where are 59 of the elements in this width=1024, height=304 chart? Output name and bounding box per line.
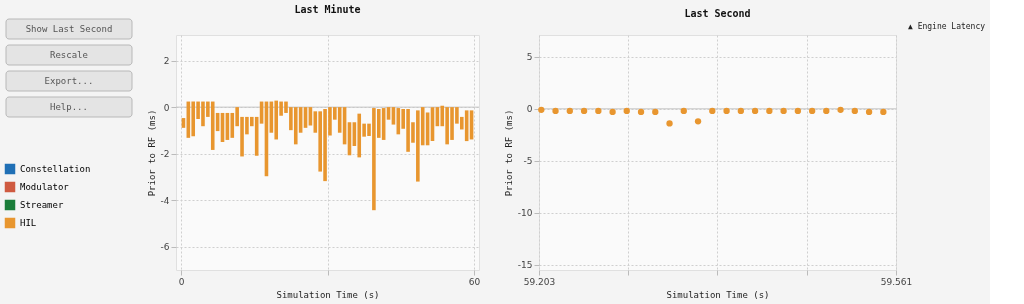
x-tick-label: 59.561 bbox=[880, 276, 913, 287]
x-tick-label: 0 bbox=[178, 276, 185, 287]
point bbox=[552, 107, 559, 115]
y-tick-label: 5 bbox=[526, 52, 533, 63]
bar bbox=[210, 101, 215, 150]
bar bbox=[191, 101, 196, 137]
point bbox=[766, 107, 773, 115]
point bbox=[680, 107, 687, 115]
point bbox=[794, 107, 802, 115]
point bbox=[823, 107, 830, 115]
x-axis-title: Simulation Time (s) bbox=[276, 289, 380, 300]
point bbox=[595, 107, 602, 115]
y-tick-label: 0 bbox=[526, 104, 533, 115]
point bbox=[609, 108, 616, 116]
y-axis-title: Prior to RF (ms) bbox=[146, 109, 157, 197]
point bbox=[538, 106, 545, 114]
bar bbox=[274, 100, 279, 140]
y-tick-label: 0 bbox=[163, 102, 170, 113]
y-tick-label: -5 bbox=[523, 156, 533, 167]
legend-label: Modulator bbox=[20, 182, 70, 192]
y-tick-label: -10 bbox=[517, 208, 533, 219]
text: ▲ Engine Latency bbox=[908, 22, 986, 31]
y-tick-label: -4 bbox=[160, 195, 170, 206]
point bbox=[623, 107, 630, 115]
point bbox=[808, 107, 816, 115]
point bbox=[851, 107, 858, 115]
point bbox=[709, 107, 716, 115]
point bbox=[737, 107, 744, 115]
y-tick-label: 2 bbox=[163, 56, 170, 67]
bar bbox=[293, 107, 298, 145]
legend-label: HIL bbox=[20, 218, 37, 228]
point bbox=[666, 120, 673, 127]
point bbox=[566, 107, 573, 115]
bar bbox=[357, 113, 362, 158]
y-tick-label: -15 bbox=[517, 260, 533, 271]
y-tick-label: -2 bbox=[160, 149, 170, 160]
chart-title: Last Second bbox=[684, 8, 751, 19]
point bbox=[723, 107, 730, 115]
x-tick-label: 60 bbox=[468, 276, 481, 287]
point bbox=[580, 107, 588, 115]
y-axis-title: Prior to RF (ms) bbox=[503, 109, 514, 197]
text: Show Last Second bbox=[25, 24, 113, 34]
legend-label: Constellation bbox=[20, 164, 91, 174]
x-axis-title: Simulation Time (s) bbox=[666, 289, 770, 300]
point bbox=[880, 108, 887, 116]
y-tick-label: -6 bbox=[160, 242, 170, 253]
point bbox=[694, 118, 702, 125]
chart-title: Last Minute bbox=[294, 3, 361, 15]
point bbox=[652, 108, 659, 116]
x-tick-label: 59.203 bbox=[523, 276, 556, 287]
point bbox=[780, 107, 787, 115]
point bbox=[865, 108, 873, 116]
text: Rescale bbox=[50, 50, 88, 60]
point bbox=[751, 107, 759, 115]
point bbox=[837, 106, 844, 114]
text: Help... bbox=[50, 102, 88, 112]
legend-label: Streamer bbox=[20, 200, 64, 210]
text: Export... bbox=[44, 76, 94, 86]
point bbox=[637, 108, 645, 116]
